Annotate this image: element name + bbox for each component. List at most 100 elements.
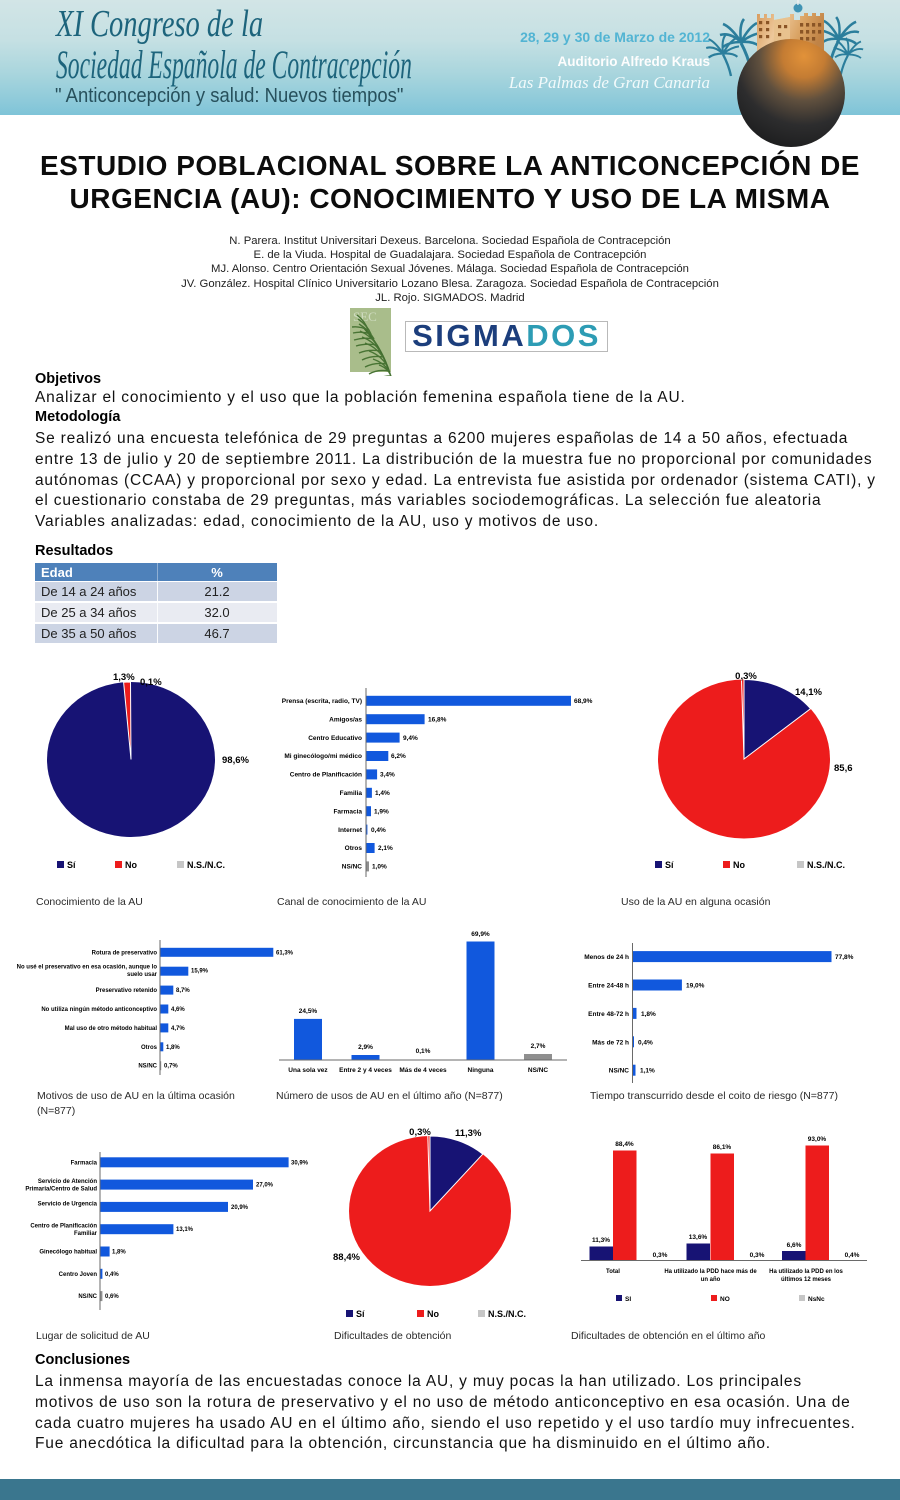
svg-text:NS/NC: NS/NC [138,1064,157,1070]
svg-text:1,9%: 1,9% [374,808,389,815]
svg-text:No usé el preservativo en esa: No usé el preservativo en esa ocasión, a… [17,965,158,971]
svg-text:61,3%: 61,3% [276,950,294,956]
svg-text:69,9%: 69,9% [471,931,490,938]
svg-text:0,4%: 0,4% [371,827,386,834]
svg-text:NS/NC: NS/NC [609,1068,630,1075]
svg-text:suelo usar: suelo usar [127,972,158,978]
svg-text:13,6%: 13,6% [689,1234,708,1241]
svg-text:NsNc: NsNc [808,1296,825,1303]
svg-text:1,8%: 1,8% [166,1045,180,1051]
svg-text:30,9%: 30,9% [291,1160,309,1166]
svg-text:0,4%: 0,4% [638,1039,653,1046]
svg-text:Otros: Otros [141,1045,158,1051]
svg-text:Número de usos de AU en el últ: Número de usos de AU en el último año (N… [276,1090,503,1102]
svg-text:0,7%: 0,7% [164,1064,178,1070]
svg-text:Prensa (escrita, radio, TV): Prensa (escrita, radio, TV) [282,698,362,705]
svg-text:88,4%: 88,4% [615,1141,634,1148]
svg-text:2,7%: 2,7% [531,1043,546,1050]
svg-text:Entre 48-72 h: Entre 48-72 h [588,1011,629,1018]
svg-text:1,8%: 1,8% [112,1250,126,1256]
svg-text:0,3%: 0,3% [735,671,757,682]
svg-text:27,0%: 27,0% [256,1183,274,1189]
svg-text:11,3%: 11,3% [455,1128,482,1139]
svg-text:6,6%: 6,6% [787,1242,802,1249]
svg-text:0,3%: 0,3% [653,1252,668,1259]
svg-text:No: No [125,860,137,870]
svg-text:Amigos/as: Amigos/as [329,716,362,723]
svg-text:No: No [733,860,745,870]
svg-text:Una sola vez: Una sola vez [288,1067,328,1074]
svg-text:2,9%: 2,9% [358,1044,373,1051]
svg-text:Mal uso de otro método habitua: Mal uso de otro método habitual [65,1026,158,1032]
svg-text:0,6%: 0,6% [105,1294,119,1300]
svg-text:15,9%: 15,9% [191,969,209,975]
svg-text:Menos de 24 h: Menos de 24 h [584,954,629,961]
svg-text:13,1%: 13,1% [176,1227,194,1233]
svg-text:77,8%: 77,8% [835,954,854,961]
svg-text:Centro de Planificación: Centro de Planificación [30,1224,97,1230]
svg-text:Centro de Planificación: Centro de Planificación [290,772,362,779]
svg-text:NO: NO [720,1296,730,1303]
svg-text:14,1%: 14,1% [795,687,822,698]
svg-text:Centro Educativo: Centro Educativo [308,735,362,742]
svg-text:1,1%: 1,1% [640,1068,655,1075]
svg-text:NS/NC: NS/NC [78,1294,97,1300]
svg-text:N.S./N.C.: N.S./N.C. [488,1309,526,1319]
svg-text:4,6%: 4,6% [171,1007,185,1013]
svg-text:Ha utilizado la PDD en los: Ha utilizado la PDD en los [769,1269,843,1275]
svg-text:Farmacia: Farmacia [333,808,362,815]
svg-text:Rotura de preservativo: Rotura de preservativo [92,950,158,956]
svg-text:Internet: Internet [338,827,363,834]
svg-text:Farmacia: Farmacia [71,1160,98,1166]
svg-text:Servicio de Urgencia: Servicio de Urgencia [38,1201,98,1207]
svg-text:Dificultades de obtención en e: Dificultades de obtención en el último a… [571,1330,766,1342]
svg-text:NS/NC: NS/NC [342,864,363,871]
svg-text:9,4%: 9,4% [403,735,418,742]
svg-text:SI: SI [625,1296,631,1303]
svg-text:8,7%: 8,7% [176,988,190,994]
svg-text:Sí: Sí [665,860,674,870]
svg-text:Más de 72 h: Más de 72 h [592,1039,629,1046]
svg-text:Entre 2 y 4 veces: Entre 2 y 4 veces [339,1067,392,1074]
svg-text:68,9%: 68,9% [574,698,593,705]
svg-text:Más de 4 veces: Más de 4 veces [399,1067,447,1074]
svg-text:Uso de la AU en alguna ocasión: Uso de la AU en alguna ocasión [621,896,771,908]
svg-text:Entre 24-48 h: Entre 24-48 h [588,983,629,990]
svg-text:Otros: Otros [345,845,363,852]
svg-text:1,3%: 1,3% [113,672,135,683]
svg-text:4,7%: 4,7% [171,1026,185,1032]
svg-text:No: No [427,1309,439,1319]
svg-text:N.S./N.C.: N.S./N.C. [187,860,225,870]
svg-text:0,3%: 0,3% [750,1252,765,1259]
svg-text:Ninguna: Ninguna [468,1067,494,1074]
svg-text:0,1%: 0,1% [140,677,162,688]
svg-text:1,4%: 1,4% [375,790,390,797]
svg-text:Servicio de Atención: Servicio de Atención [38,1179,97,1185]
svg-text:6,2%: 6,2% [391,753,406,760]
svg-text:86,1%: 86,1% [713,1144,732,1151]
svg-text:Motivos de uso de AU en la últ: Motivos de uso de AU en la última ocasió… [37,1090,235,1102]
svg-text:Tiempo transcurrido desde el c: Tiempo transcurrido desde el coito de ri… [590,1090,838,1102]
svg-text:24,5%: 24,5% [299,1008,318,1015]
svg-text:0,4%: 0,4% [845,1252,860,1259]
svg-text:Familia: Familia [340,790,363,797]
svg-text:0,4%: 0,4% [105,1272,119,1278]
svg-text:un año: un año [701,1277,721,1283]
svg-text:1,0%: 1,0% [372,864,387,871]
svg-text:0,3%: 0,3% [409,1127,431,1138]
svg-text:NS/NC: NS/NC [528,1067,549,1074]
svg-text:0,1%: 0,1% [416,1048,431,1055]
svg-text:1,8%: 1,8% [641,1011,656,1018]
svg-text:93,0%: 93,0% [808,1136,827,1143]
svg-text:No utiliza ningún método antic: No utiliza ningún método anticonceptivo [41,1007,157,1013]
svg-text:(N=877): (N=877) [37,1105,75,1117]
svg-text:Lugar de solicitud de AU: Lugar de solicitud de AU [36,1330,150,1342]
svg-text:Dificultades de obtención: Dificultades de obtención [334,1330,451,1342]
svg-text:98,6%: 98,6% [222,755,249,766]
svg-text:2,1%: 2,1% [378,845,393,852]
svg-text:N.S./N.C.: N.S./N.C. [807,860,845,870]
svg-text:Preservativo retenido: Preservativo retenido [96,988,158,994]
svg-text:20,9%: 20,9% [231,1205,249,1211]
svg-text:19,0%: 19,0% [686,983,705,990]
svg-text:Ha utilizado la PDD hace más d: Ha utilizado la PDD hace más de [664,1269,757,1275]
